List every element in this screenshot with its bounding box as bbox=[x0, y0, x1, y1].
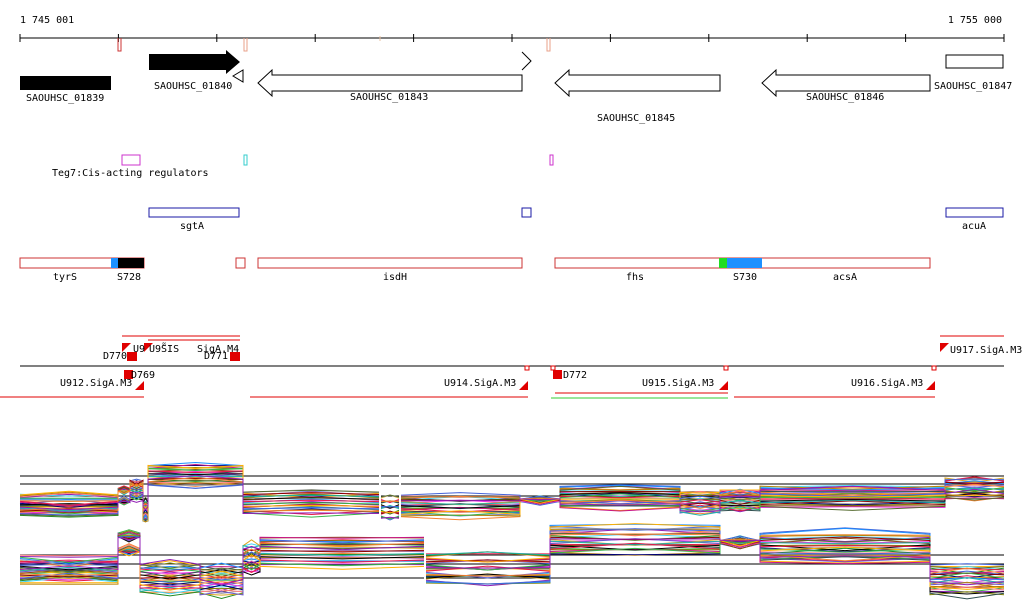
gene-SAOUHSC_01846[interactable] bbox=[761, 68, 931, 98]
gene-name-label: sgtA bbox=[180, 221, 204, 232]
feature-segment bbox=[111, 258, 118, 268]
transcript-label: U9 bbox=[133, 344, 145, 355]
gene-SAOUHSC_01839[interactable] bbox=[20, 76, 111, 90]
features-track: tyrS S728 isdH fhs S730 acsA bbox=[19, 257, 931, 283]
gene-fragment-arrow bbox=[232, 69, 244, 83]
transcript-label: U916.SigA.M3 bbox=[851, 378, 923, 389]
transcripts-track: D770 U9 U9̃̃S̃IS SigA.M4 D771 D769 U912.… bbox=[0, 335, 1022, 399]
transcript-label: U915.SigA.M3 bbox=[642, 378, 714, 389]
feature-label: isdH bbox=[383, 272, 407, 283]
gene-label: SAOUHSC_01845 bbox=[597, 113, 675, 124]
regulators-track: Teg7:Cis-acting regulators bbox=[52, 154, 554, 179]
expression-line bbox=[19, 528, 1005, 589]
feature-label: tyrS bbox=[53, 272, 77, 283]
gene-name-box[interactable] bbox=[945, 207, 1004, 218]
transcript-label: U912.SigA.M3 bbox=[60, 378, 132, 389]
gene-SAOUHSC_01840[interactable] bbox=[149, 50, 240, 74]
gene-label: SAOUHSC_01846 bbox=[806, 92, 884, 103]
gene-name-box[interactable] bbox=[148, 207, 240, 218]
feature-box[interactable] bbox=[235, 257, 246, 269]
transcript-marker[interactable] bbox=[127, 352, 137, 361]
gene-name-label: acuA bbox=[962, 221, 986, 232]
transcript-start-marker[interactable] bbox=[144, 343, 153, 352]
transcript-start-marker[interactable] bbox=[122, 343, 131, 352]
transcript-label: SigA.M4 bbox=[197, 344, 239, 355]
gene-label: SAOUHSC_01839 bbox=[26, 93, 104, 104]
regulators-label: Teg7:Cis-acting regulators bbox=[52, 168, 209, 179]
feature-segment bbox=[118, 258, 144, 268]
transcript-end-marker[interactable] bbox=[135, 381, 144, 390]
ruler-ticks bbox=[19, 34, 1005, 42]
feature-segment bbox=[727, 258, 762, 268]
expression-line bbox=[19, 536, 1005, 586]
gene-label: SAOUHSC_01840 bbox=[154, 81, 232, 92]
gene-label: SAOUHSC_01843 bbox=[350, 92, 428, 103]
transcript-label: U917.SigA.M3 bbox=[950, 345, 1022, 356]
gene-SAOUHSC_01845[interactable] bbox=[554, 68, 721, 98]
gene-name-box[interactable] bbox=[521, 207, 532, 218]
transcript-label: D771 bbox=[204, 351, 228, 362]
feature-label: acsA bbox=[833, 272, 857, 283]
gene-SAOUHSC_01843[interactable] bbox=[257, 68, 523, 98]
expression-profile-bottom bbox=[19, 523, 1005, 600]
regulator-box[interactable] bbox=[549, 154, 554, 166]
gene-label: SAOUHSC_01847 bbox=[934, 81, 1012, 92]
feature-isdH[interactable] bbox=[257, 257, 523, 269]
expression-line bbox=[19, 534, 1005, 596]
gene-fragment-arrow bbox=[521, 51, 532, 71]
ruler-marker bbox=[546, 38, 551, 52]
transcript-end-marker[interactable] bbox=[926, 381, 935, 390]
ruler-marker bbox=[117, 38, 122, 52]
transcript-marker[interactable] bbox=[553, 370, 562, 379]
feature-segment bbox=[719, 258, 727, 268]
feature-label: S730 bbox=[733, 272, 757, 283]
ruler-start-label: 1 745 001 bbox=[20, 15, 74, 26]
expression-profile-top bbox=[19, 461, 1005, 523]
gene-SAOUHSC_01847[interactable] bbox=[945, 54, 1004, 69]
feature-label: S728 bbox=[117, 272, 141, 283]
transcript-label: D770 bbox=[103, 351, 127, 362]
transcript-end-marker[interactable] bbox=[519, 381, 528, 390]
transcript-marker[interactable] bbox=[230, 352, 240, 361]
transcript-label: U914.SigA.M3 bbox=[444, 378, 516, 389]
regulator-box[interactable] bbox=[243, 154, 248, 166]
regulator-box[interactable] bbox=[121, 154, 141, 166]
coordinate-ruler: 1 745 001 1 755 000 bbox=[19, 15, 1005, 52]
transcript-label: D769 bbox=[131, 370, 155, 381]
ruler-marker bbox=[243, 38, 248, 52]
ruler-end-label: 1 755 000 bbox=[948, 15, 1002, 26]
gene-names-track: sgtA acuA bbox=[148, 207, 1004, 232]
transcript-end-marker[interactable] bbox=[719, 381, 728, 390]
transcript-marker[interactable] bbox=[124, 370, 133, 379]
transcript-label: D772 bbox=[563, 370, 587, 381]
genes-track: SAOUHSC_01839 SAOUHSC_01840 SAOUHSC_0184… bbox=[20, 50, 1012, 124]
transcript-label: U9̃̃S̃IS bbox=[149, 341, 179, 355]
feature-label: fhs bbox=[626, 272, 644, 283]
transcript-start-marker[interactable] bbox=[940, 343, 949, 352]
expression-line bbox=[19, 541, 1005, 600]
